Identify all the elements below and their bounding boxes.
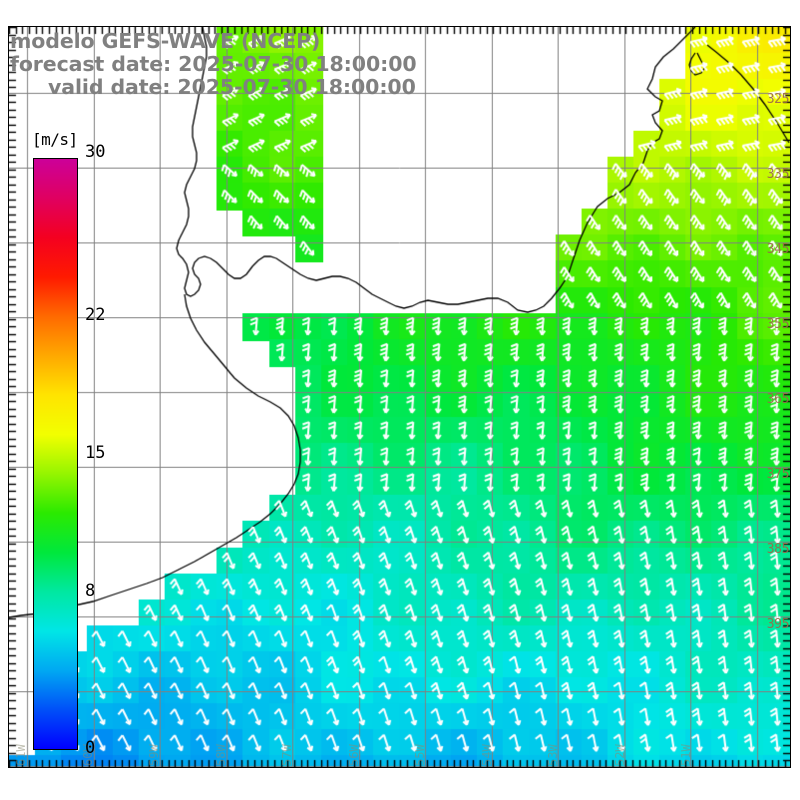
colorbar-gradient xyxy=(33,158,78,750)
colorbar-tick-22: 22 xyxy=(85,304,106,325)
colorbar-tick-30: 30 xyxy=(85,142,106,162)
colorbar-tick-8: 8 xyxy=(85,581,96,602)
map-plot-frame[interactable] xyxy=(8,26,791,768)
colorbar-tick-0: 0 xyxy=(85,738,96,758)
coastline-grid-barbs-overlay xyxy=(9,27,790,767)
colorbar-units-label: [m/s] xyxy=(32,130,78,149)
colorbar-legend: [m/s] 30 22 15 8 0 xyxy=(32,130,105,757)
colorbar-tick-15: 15 xyxy=(85,443,106,463)
